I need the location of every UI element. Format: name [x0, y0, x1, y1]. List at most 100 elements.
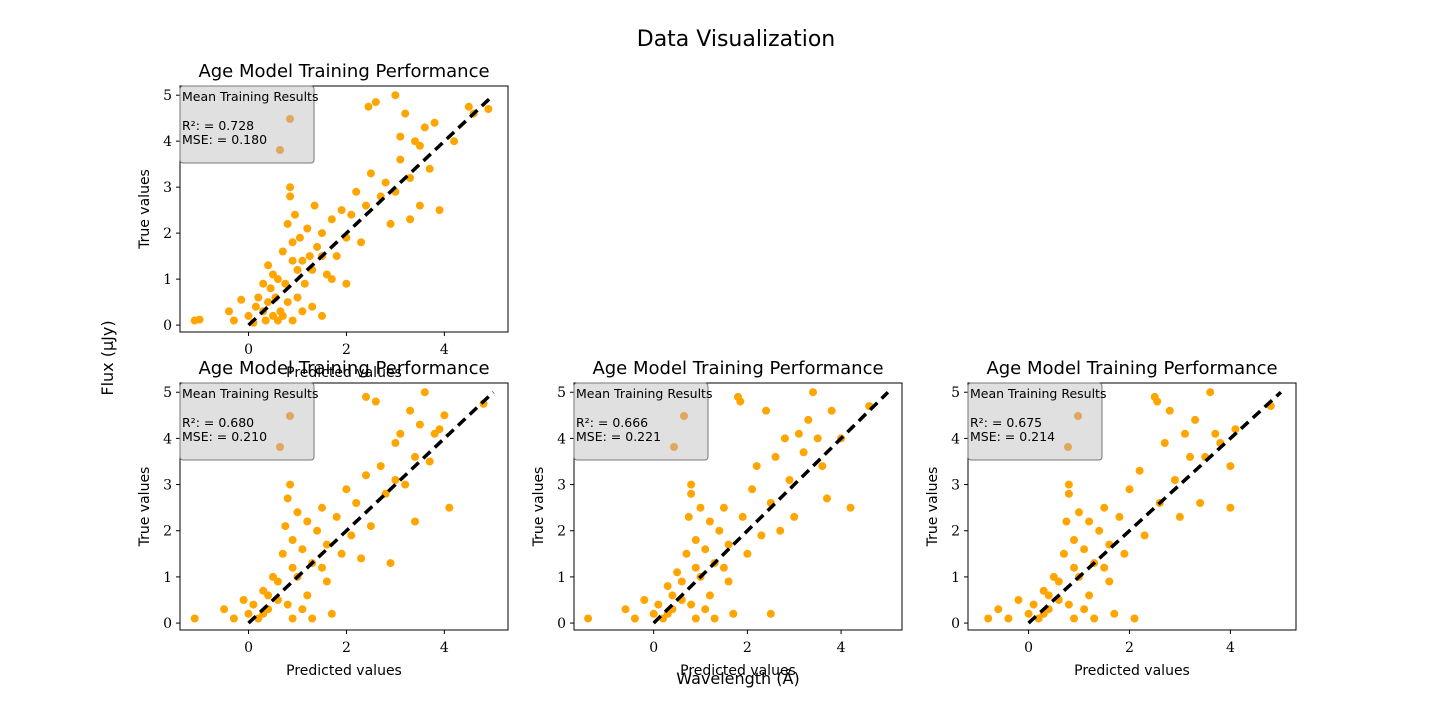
data-point [327, 215, 336, 224]
data-point [391, 476, 400, 484]
y-tick-label: 3 [951, 478, 960, 494]
data-point [396, 429, 405, 438]
data-point [1125, 485, 1134, 494]
data-point [288, 238, 297, 247]
data-point [809, 388, 817, 397]
data-point [584, 614, 593, 623]
x-axis-label: Predicted values [680, 663, 796, 679]
data-point [663, 582, 672, 591]
y-tick-label: 1 [557, 570, 566, 586]
data-point [386, 559, 395, 568]
data-point [254, 293, 263, 302]
data-point [420, 388, 429, 397]
x-tick-label: 0 [1024, 640, 1033, 656]
data-point [701, 605, 710, 614]
data-point [308, 302, 317, 311]
data-point [362, 392, 370, 401]
data-point [1024, 609, 1033, 618]
data-point [288, 536, 297, 544]
data-point [621, 605, 630, 614]
diagonal-reference-line [1027, 390, 1283, 625]
data-point [283, 494, 292, 503]
data-point [1029, 600, 1038, 609]
data-point [273, 577, 282, 586]
data-point [691, 563, 700, 572]
legend-entry: R²: = 0.680 [182, 415, 254, 430]
data-point [406, 406, 415, 415]
data-point [1044, 591, 1053, 600]
y-tick-label: 2 [163, 524, 172, 540]
data-point [1004, 614, 1013, 623]
data-point [1191, 415, 1200, 424]
data-point [264, 298, 273, 307]
data-point [327, 609, 336, 618]
data-point [1160, 439, 1169, 447]
data-point [1120, 549, 1129, 558]
data-point [332, 252, 341, 261]
data-point [1231, 425, 1240, 434]
data-point [1100, 563, 1109, 572]
data-point [381, 178, 390, 187]
data-point [724, 540, 733, 549]
data-point [406, 215, 415, 224]
data-point [790, 512, 799, 521]
data-point [1226, 503, 1235, 512]
data-point [1170, 476, 1179, 484]
data-point [391, 91, 400, 100]
data-point [823, 494, 831, 503]
data-point [776, 526, 785, 535]
data-point [649, 609, 658, 618]
x-tick-label: 0 [649, 640, 658, 656]
y-tick-label: 0 [163, 616, 172, 632]
y-tick-label: 5 [163, 385, 172, 401]
data-point [425, 164, 434, 173]
data-point [337, 549, 346, 558]
data-point [318, 229, 326, 238]
y-tick-label: 0 [163, 318, 172, 334]
x-tick-label: 2 [1125, 640, 1134, 656]
y-tick-label: 1 [951, 570, 960, 586]
data-point [729, 609, 738, 618]
data-point [1135, 466, 1144, 475]
data-point [396, 132, 405, 141]
data-point [736, 397, 745, 406]
y-tick-label: 1 [163, 272, 172, 288]
x-tick-label: 4 [440, 640, 449, 656]
data-point [298, 545, 307, 554]
data-point [1064, 480, 1073, 489]
data-point [1064, 489, 1073, 498]
data-point [1054, 577, 1063, 586]
data-point [771, 452, 780, 461]
legend-marker [1074, 412, 1082, 420]
y-axis-label: True values [531, 467, 547, 548]
data-point [780, 434, 789, 443]
data-point [371, 98, 380, 107]
data-point [450, 137, 459, 146]
data-point [1070, 563, 1078, 572]
legend-entry: MSE: = 0.180 [182, 132, 267, 147]
data-point [266, 284, 275, 293]
data-point [687, 480, 696, 489]
data-point [719, 503, 728, 512]
data-point [1085, 517, 1094, 526]
data-point [288, 614, 297, 623]
legend-title: Mean Training Results [182, 386, 318, 401]
figure-ylabel: Flux (μJy) [98, 320, 117, 395]
data-point [352, 499, 361, 507]
data-point [677, 577, 686, 586]
data-point [1080, 605, 1089, 614]
data-point [673, 568, 682, 577]
data-point [1115, 512, 1124, 521]
legend-box [967, 382, 1103, 461]
data-point [794, 429, 803, 438]
y-tick-label: 2 [951, 524, 960, 540]
subplot-2: Age Model Training Performance 0 2 4 0 1 2 3 4 5 P… [137, 358, 509, 679]
data-point [313, 242, 322, 251]
plot-title: Age Model Training Performance [198, 358, 489, 379]
y-tick-label: 3 [163, 180, 172, 196]
y-tick-label: 2 [557, 524, 566, 540]
data-point [300, 279, 309, 288]
data-point [687, 600, 696, 609]
data-point [701, 545, 710, 554]
